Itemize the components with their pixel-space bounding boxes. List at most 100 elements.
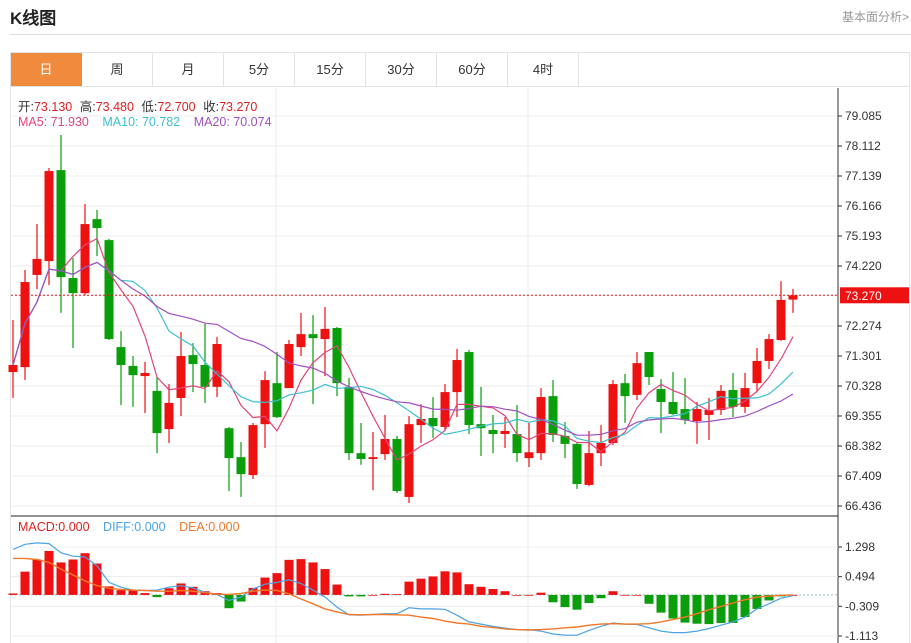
candle [632, 352, 642, 401]
candle-body [44, 171, 54, 262]
candle-body [620, 383, 630, 397]
candle-body [464, 352, 474, 426]
candle-body [704, 409, 714, 415]
diff-value: DIFF:0.000 [103, 520, 166, 534]
candle-body [248, 425, 258, 476]
tab-4hour[interactable]: 4时 [508, 53, 579, 86]
tab-5min[interactable]: 5分 [224, 53, 295, 86]
candle [584, 430, 594, 487]
candle [104, 238, 114, 340]
price-tick-label: 66.436 [845, 499, 882, 513]
macd-bar [308, 562, 318, 595]
macd-bar [44, 550, 54, 595]
candle [212, 336, 222, 398]
tab-30min[interactable]: 30分 [366, 53, 437, 86]
macd-bar [296, 559, 306, 595]
candle [488, 414, 498, 454]
candle-body [572, 443, 582, 484]
price-tick-label: 69.355 [845, 409, 882, 423]
macd-bar [344, 594, 354, 597]
candle-body [128, 365, 138, 376]
macd-bar [128, 590, 138, 595]
macd-bar [380, 593, 390, 595]
candle-body [56, 170, 66, 278]
candle-body [140, 372, 150, 377]
close-label: 收: [203, 100, 220, 114]
macd-bar [596, 594, 606, 599]
candle-body [668, 401, 678, 414]
macd-bar [452, 572, 462, 595]
tab-day[interactable]: 日 [11, 53, 82, 86]
candle [752, 348, 762, 393]
candle [728, 372, 738, 418]
macd-bar [32, 559, 42, 595]
period-tabs: 日 周 月 5分 15分 30分 60分 4时 [10, 52, 910, 87]
candle-body [752, 360, 762, 384]
tab-week[interactable]: 周 [82, 53, 153, 86]
macd-bar [392, 594, 402, 595]
tab-15min[interactable]: 15分 [295, 53, 366, 86]
macd-bar [620, 594, 630, 596]
macd-bar [728, 594, 738, 623]
candle-body [380, 438, 390, 455]
macd-tick-label: -1.113 [845, 629, 878, 643]
candle [656, 379, 666, 434]
macd-bar [80, 553, 90, 595]
candle-body [488, 430, 498, 435]
candle-body [788, 295, 798, 300]
candle [260, 371, 270, 448]
candle [56, 134, 66, 313]
macd-bar [260, 577, 270, 595]
candle [68, 257, 78, 349]
candle-body [368, 457, 378, 460]
macd-bar [416, 578, 426, 595]
candle [296, 312, 306, 357]
macd-bar [500, 591, 510, 595]
last-price-badge [840, 287, 909, 304]
candle-body [632, 363, 642, 395]
candle-body [764, 339, 774, 361]
candle [560, 422, 570, 459]
candle-body [428, 418, 438, 427]
candle-body [152, 390, 162, 434]
macd-bar [668, 594, 678, 619]
candle [140, 361, 150, 414]
macd-bar [428, 576, 438, 595]
candle-body [524, 452, 534, 459]
price-tick-label: 72.274 [845, 319, 882, 333]
tab-60min[interactable]: 60分 [437, 53, 508, 86]
macd-bar [368, 594, 378, 596]
candle [368, 431, 378, 491]
candle [332, 327, 342, 397]
macd-bar [488, 589, 498, 595]
candle [392, 435, 402, 493]
candle [32, 224, 42, 290]
price-tick-label: 75.193 [845, 229, 882, 243]
low-label: 低: [141, 100, 158, 114]
candle-body [284, 344, 294, 389]
macd-bar [464, 584, 474, 595]
open-label: 开: [18, 100, 34, 114]
macd-bar [152, 594, 162, 598]
macd-bar [512, 594, 522, 596]
candle-body [692, 409, 702, 422]
candle [248, 422, 258, 480]
candle-body [32, 258, 42, 275]
candle-body [596, 442, 606, 454]
macd-bar [224, 594, 234, 609]
fundamental-analysis-link[interactable]: 基本面分析> [841, 10, 909, 24]
macd-bar [176, 583, 186, 595]
price-tick-label: 71.301 [845, 349, 882, 363]
candle [152, 376, 162, 454]
candle [284, 339, 294, 389]
candle [740, 372, 750, 414]
macd-bar [56, 562, 66, 595]
candle [320, 307, 330, 377]
candle-body [188, 355, 198, 365]
macd-bar [320, 569, 330, 595]
macd-bar [584, 594, 594, 604]
tab-month[interactable]: 月 [153, 53, 224, 86]
price-tick-label: 77.139 [845, 169, 882, 183]
macd-bar [404, 581, 414, 595]
